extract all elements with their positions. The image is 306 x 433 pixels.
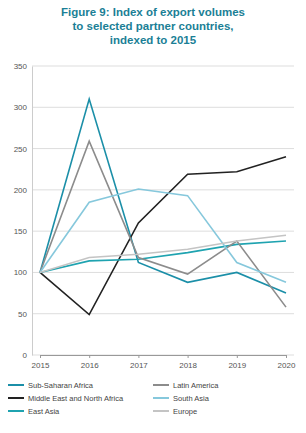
x-tick-label: 2020 (278, 361, 296, 370)
x-tick: 2018 (179, 355, 197, 370)
chart: Figure 9: Index of export volumes to sele… (0, 0, 306, 433)
x-tick-mark (138, 355, 139, 358)
legend-swatch (8, 397, 24, 399)
x-tick: 2015 (32, 355, 50, 370)
x-tick-mark (40, 355, 41, 358)
x-tick-label: 2019 (228, 361, 246, 370)
legend-label: East Asia (28, 407, 60, 416)
y-tick: 0 (23, 351, 32, 360)
y-tick-label: 300 (14, 103, 28, 112)
grid (32, 66, 294, 355)
legend-swatch (8, 410, 24, 412)
legend-item: Sub-Saharan Africa (8, 381, 94, 390)
x-axis-line (41, 356, 287, 359)
legend-item: Latin America (153, 381, 219, 390)
y-tick: 100 (14, 268, 32, 277)
legend-item: Europe (153, 407, 197, 416)
y-tick-label: 0 (23, 351, 28, 360)
x-tick: 2016 (81, 355, 99, 370)
x-tick-label: 2016 (81, 361, 99, 370)
y-tick-label: 350 (14, 62, 28, 71)
y-tick-label: 200 (14, 186, 28, 195)
legend-item: East Asia (8, 407, 60, 416)
title-line: to selected partner countries, (72, 20, 233, 32)
y-tick: 350 (14, 62, 32, 71)
y-tick-label: 100 (14, 268, 28, 277)
grid-line (32, 66, 294, 67)
grid-line (32, 107, 294, 108)
series-line (40, 99, 286, 293)
series-line (40, 141, 286, 307)
grid-line (32, 148, 294, 149)
legend-label: South Asia (173, 394, 210, 403)
legend-swatch (153, 410, 169, 412)
y-tick: 150 (14, 227, 32, 236)
x-tick: 2019 (228, 355, 246, 370)
x-tick-label: 2015 (32, 361, 50, 370)
legend-swatch (153, 397, 169, 399)
legend: Sub-Saharan Africa Middle East and North … (8, 381, 219, 416)
x-tick-label: 2018 (179, 361, 197, 370)
y-tick-label: 150 (14, 227, 28, 236)
legend-swatch (8, 384, 24, 386)
plot-area (40, 99, 286, 315)
y-tick-label: 250 (14, 145, 28, 154)
y-axis-line (32, 67, 33, 356)
x-tick-mark (286, 355, 287, 358)
x-tick-mark (188, 355, 189, 358)
y-tick: 250 (14, 145, 32, 154)
legend-label: Europe (173, 407, 197, 416)
series-line (40, 235, 286, 272)
series-line (40, 157, 286, 315)
y-tick: 50 (18, 310, 32, 319)
series-line (40, 189, 286, 282)
x-tick: 2017 (130, 355, 148, 370)
legend-label: Sub-Saharan Africa (28, 381, 94, 390)
legend-item: South Asia (153, 394, 210, 403)
y-tick: 300 (14, 103, 32, 112)
y-tick-label: 50 (18, 310, 27, 319)
legend-item: Middle East and North Africa (8, 394, 124, 403)
y-axis: 0 50 100 150 200 250 300 350 (14, 62, 33, 360)
grid-line (32, 231, 294, 232)
grid-line (32, 313, 294, 314)
title: Figure 9: Index of export volumes to sele… (61, 6, 245, 46)
x-tick-mark (89, 355, 90, 358)
legend-label: Latin America (173, 381, 219, 390)
y-tick: 200 (14, 186, 32, 195)
title-line: Figure 9: Index of export volumes (61, 6, 245, 18)
legend-label: Middle East and North Africa (28, 394, 124, 403)
legend-swatch (153, 384, 169, 386)
x-axis: 2015 2016 2017 2018 2019 2020 (32, 355, 296, 370)
x-tick: 2020 (278, 355, 296, 370)
x-tick-label: 2017 (130, 361, 148, 370)
x-tick-mark (237, 355, 238, 358)
title-line: indexed to 2015 (110, 34, 197, 46)
